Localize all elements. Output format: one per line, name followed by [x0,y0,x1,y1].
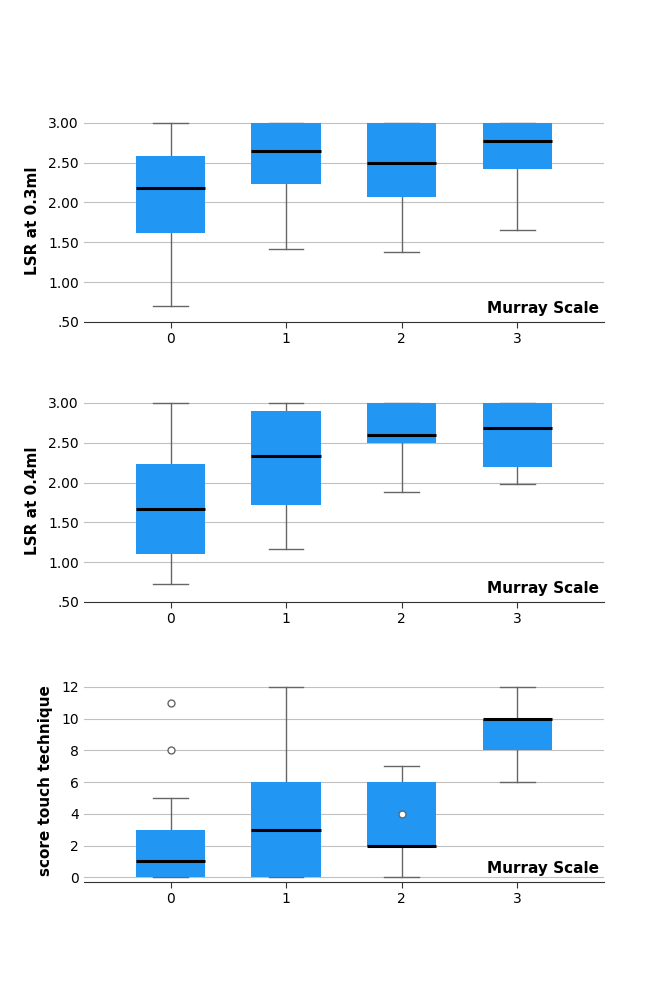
Bar [252,123,321,184]
Y-axis label: score touch technique: score touch technique [38,685,53,876]
Bar [482,718,552,750]
Bar [482,123,552,169]
Y-axis label: LSR at 0.3ml: LSR at 0.3ml [25,166,40,275]
Y-axis label: LSR at 0.4ml: LSR at 0.4ml [25,446,40,555]
Bar [136,829,205,877]
Bar [367,782,436,845]
Bar [367,123,436,197]
Bar [367,403,436,443]
Bar [136,464,205,554]
Text: Murray Scale: Murray Scale [486,581,599,596]
Bar [136,157,205,233]
Bar [482,403,552,467]
Bar [252,411,321,504]
Text: Murray Scale: Murray Scale [486,861,599,876]
Bar [252,782,321,877]
Text: Murray Scale: Murray Scale [486,301,599,316]
